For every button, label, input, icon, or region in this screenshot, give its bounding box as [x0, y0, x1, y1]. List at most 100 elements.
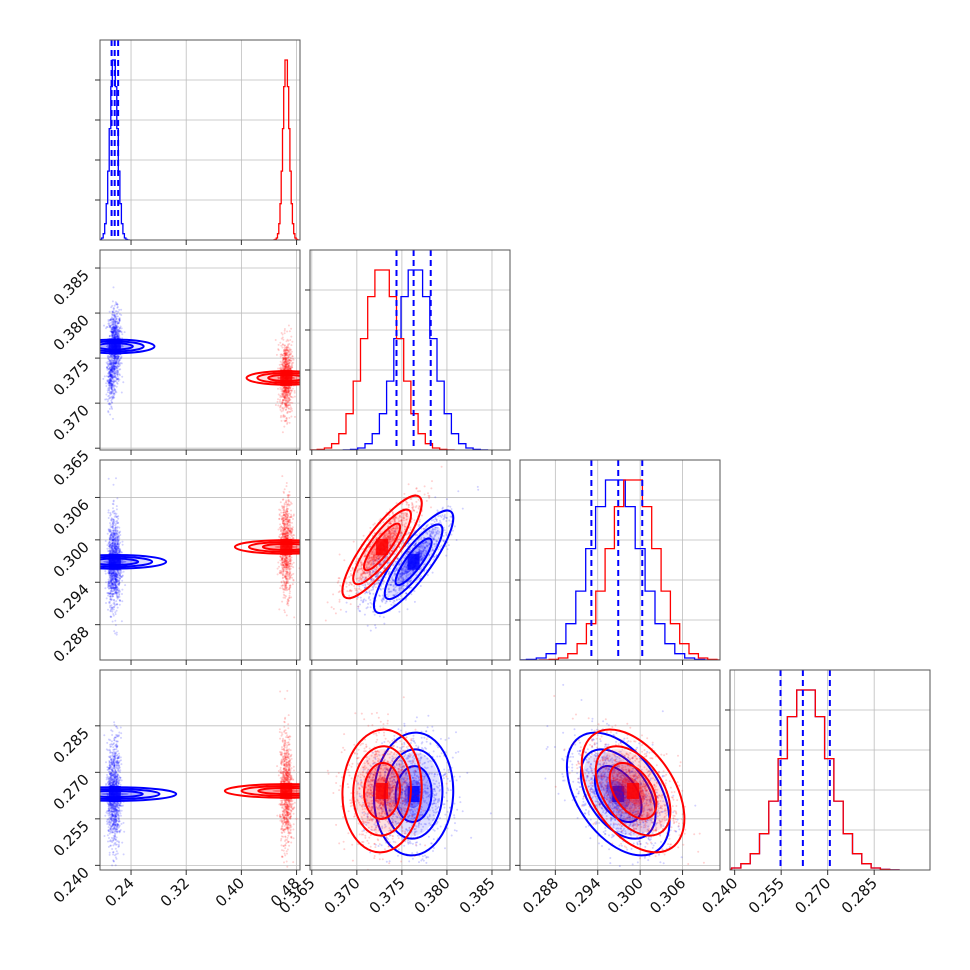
scatter-point	[115, 366, 118, 368]
scatter-point	[289, 523, 291, 526]
scatter-point	[111, 318, 114, 321]
scatter-point	[419, 559, 422, 562]
histogram-blue	[342, 269, 489, 450]
scatter-point	[114, 310, 117, 313]
scatter-point	[113, 510, 116, 512]
scatter-point	[110, 578, 113, 581]
scatter-point	[111, 595, 114, 598]
scatter-point	[114, 549, 117, 552]
scatter-point	[374, 576, 377, 579]
scatter-point	[114, 586, 117, 589]
scatter-point	[281, 401, 284, 404]
scatter-point	[112, 586, 114, 589]
hist-panel-0	[95, 39, 301, 245]
scatter-point	[124, 584, 127, 587]
scatter-point	[109, 541, 112, 544]
scatter-point	[284, 514, 287, 517]
scatter-point	[111, 382, 114, 385]
scatter-point	[116, 336, 119, 339]
scatter-point	[281, 363, 284, 366]
scatter-point	[111, 606, 114, 609]
scatter-point	[283, 348, 286, 351]
scatter-point	[112, 522, 115, 525]
scatter-point	[283, 609, 286, 612]
scatter-point	[283, 509, 286, 512]
scatter-point	[108, 368, 111, 371]
scatter-point	[282, 537, 285, 539]
scatter-point	[114, 360, 117, 363]
scatter-point	[286, 572, 288, 575]
scatter-point	[112, 614, 115, 617]
scatter-point	[112, 334, 114, 337]
scatter-point	[285, 361, 288, 364]
scatter-point	[285, 360, 288, 362]
scatter-point	[399, 575, 402, 578]
scatter-point	[437, 537, 440, 540]
scatter-point	[118, 326, 121, 329]
scatter-point	[397, 577, 400, 580]
scatter-point	[110, 550, 113, 553]
scatter-point	[111, 531, 113, 534]
scatter-point	[112, 314, 115, 317]
scatter-point	[403, 572, 406, 575]
scatter-point	[280, 392, 283, 395]
scatter-point	[448, 519, 451, 522]
scatter-point	[405, 572, 408, 575]
scatter-point	[285, 563, 288, 566]
scatter-point	[287, 387, 290, 390]
scatter-point	[111, 368, 114, 371]
scatter-point	[112, 545, 115, 548]
scatter-point	[113, 388, 116, 391]
scatter-point	[114, 584, 117, 587]
scatter-point	[115, 548, 118, 551]
scatter-point	[109, 330, 112, 333]
scatter-point	[113, 360, 116, 363]
scatter-point	[119, 574, 122, 577]
scatter-point	[285, 386, 288, 389]
scatter-point	[290, 363, 293, 366]
scatter-point	[284, 390, 287, 393]
scatter-point	[381, 600, 384, 603]
scatter-point	[437, 515, 440, 518]
scatter-point	[283, 399, 286, 401]
scatter-point	[108, 402, 111, 405]
scatter-point	[285, 516, 288, 519]
scatter-point	[283, 566, 286, 568]
scatter-point	[110, 377, 113, 380]
scatter-point	[290, 531, 293, 534]
scatter-point	[110, 330, 113, 333]
scatter-point	[110, 380, 113, 383]
scatter-point	[109, 513, 112, 516]
scatter-point	[277, 376, 280, 379]
scatter-point	[278, 535, 280, 538]
scatter-point	[112, 550, 115, 553]
scatter-point	[283, 560, 285, 563]
scatter-point	[289, 584, 292, 587]
scatter-point	[281, 399, 284, 401]
scatter-point	[283, 350, 286, 353]
scatter-point	[112, 592, 115, 595]
scatter-point	[286, 393, 289, 396]
scatter-point	[110, 546, 112, 549]
scatter-point	[110, 396, 113, 399]
scatter-point	[116, 535, 119, 538]
scatter-point	[115, 326, 118, 329]
scatter-point	[113, 320, 116, 323]
scatter-point	[115, 335, 118, 338]
scatter-point	[288, 518, 291, 521]
scatter-point	[398, 585, 401, 588]
scatter-point	[287, 528, 290, 531]
scatter-point	[118, 577, 121, 580]
panel-content	[310, 250, 489, 450]
scatter-point	[281, 576, 284, 579]
scatter-point	[446, 548, 449, 551]
scatter-point	[287, 404, 289, 407]
scatter-point	[286, 359, 289, 362]
scatter-point	[285, 393, 288, 396]
scatter-point	[110, 548, 113, 551]
scatter-point	[111, 525, 114, 528]
scatter-point	[107, 382, 110, 385]
scatter-point	[288, 421, 291, 424]
scatter-point	[114, 578, 117, 581]
scatter-point	[281, 518, 284, 521]
